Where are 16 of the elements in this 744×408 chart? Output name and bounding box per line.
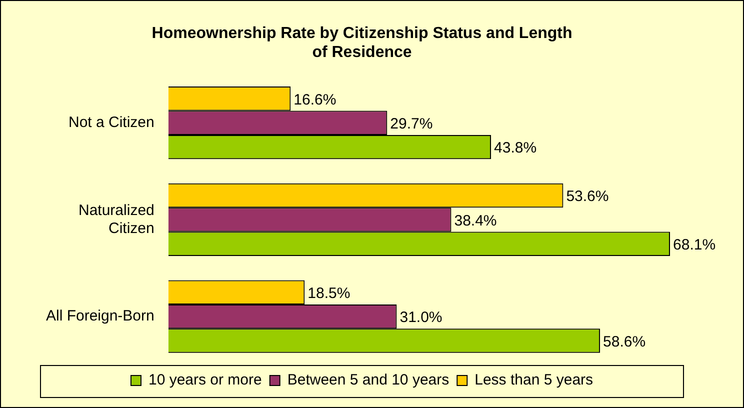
data-label: 18.5%	[308, 284, 350, 302]
y-tick-label: Naturalized Citizen	[78, 202, 154, 237]
y-tick-label: Not a Citizen	[68, 114, 154, 131]
data-label: 43.8%	[494, 140, 537, 157]
data-label: 53.6%	[566, 188, 609, 206]
data-label: 38.4%	[454, 212, 497, 230]
legend-label: Less than 5 years	[474, 372, 594, 389]
legend-label: 10 years or more	[148, 372, 262, 389]
y-tick-label: All Foreign-Born	[46, 308, 154, 325]
data-label: 68.1%	[673, 236, 716, 254]
chart-title: Homeownership Rate by Citizenship Status and Length of Residence	[152, 25, 572, 62]
data-label: 58.6%	[603, 333, 646, 350]
legend-label: Between 5 and 10 years	[287, 372, 450, 389]
data-label: 31.0%	[400, 309, 442, 326]
data-label: 16.6%	[294, 91, 336, 108]
data-label: 29.7%	[390, 115, 433, 132]
